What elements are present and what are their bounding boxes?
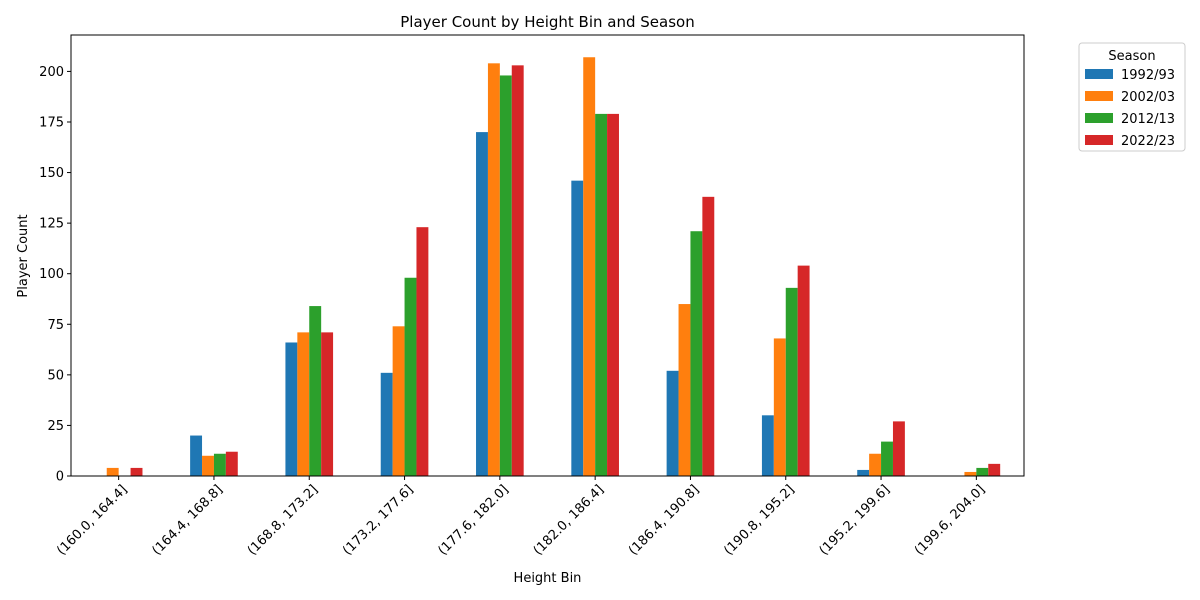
chart-title: Player Count by Height Bin and Season [400,13,694,31]
x-tick-label: (186.4, 190.8] [626,482,702,558]
bar-1992-93-4 [476,132,488,476]
bar-2002-03-8 [869,453,882,476]
bars-group [106,57,1001,477]
bar-2002-03-5 [583,57,596,477]
bar-2012-13-6 [690,231,703,476]
bar-2012-13-7 [785,287,798,476]
y-tick-label: 0 [56,470,64,485]
bar-1992-93-3 [380,372,393,476]
x-tick-label: (160.0, 164.4] [54,482,130,558]
bar-2022-23-1 [225,451,238,476]
y-tick-label: 50 [47,368,64,383]
legend-entry: 1992/93 [1121,68,1175,83]
y-tick-label: 100 [39,267,64,282]
bar-1992-93-6 [666,370,679,476]
x-tick-label: (199.6, 204.0] [912,482,988,558]
legend-entry: 2012/13 [1121,112,1175,127]
bar-2022-23-0 [130,467,143,476]
legend-swatch [1085,69,1113,79]
bar-2022-23-8 [892,421,905,476]
bar-2012-13-9 [976,467,989,476]
bar-1992-93-8 [857,469,870,476]
y-tick-label: 125 [39,217,64,232]
y-axis: 0 25 50 75 100 125 150 175 200 [39,65,71,485]
bar-1992-93-2 [285,342,298,476]
legend-title: Season [1108,49,1155,64]
bar-2002-03-6 [678,304,691,476]
y-tick-label: 150 [39,166,64,181]
legend-swatch [1085,91,1113,101]
x-tick-label: (182.0, 186.4] [531,482,607,558]
bar-2002-03-3 [392,326,405,476]
bar-2002-03-4 [487,63,500,476]
bar-1992-93-7 [761,415,774,476]
legend-entry: 2002/03 [1121,90,1175,105]
bar-2012-13-3 [404,277,417,476]
bar-2022-23-9 [988,463,1001,476]
y-tick-label: 200 [39,65,64,80]
bar-2022-23-3 [416,227,429,476]
bar-2022-23-7 [797,265,810,476]
x-tick-label: (168.8, 173.2] [245,482,321,558]
x-tick-label: (195.2, 199.6] [817,482,893,558]
x-axis-label: Height Bin [514,571,582,586]
legend-swatch [1085,135,1113,145]
x-tick-label: (164.4, 168.8] [150,482,226,558]
bar-2022-23-6 [702,196,715,476]
x-tick-label: (173.2, 177.6] [340,482,416,558]
x-axis: (160.0, 164.4] (164.4, 168.8] (168.8, 173.… [54,476,988,558]
bar-2002-03-0 [106,467,119,476]
y-tick-label: 75 [47,318,64,333]
legend: Season 1992/93 2002/03 2012/13 2022/23 [1078,42,1186,152]
legend-swatch [1085,113,1113,123]
legend-entry: 2022/23 [1121,134,1175,149]
y-tick-label: 25 [47,419,64,434]
bar-2012-13-5 [595,113,608,476]
x-tick-label: (190.8, 195.2] [721,482,797,558]
bar-2012-13-4 [499,75,512,477]
bar-2022-23-5 [607,113,619,476]
bar-1992-93-1 [190,435,203,476]
bar-2022-23-4 [511,65,524,476]
y-tick-label: 175 [39,115,64,130]
bar-2012-13-1 [213,453,226,476]
bar-2002-03-9 [964,471,977,476]
bar-2022-23-2 [321,332,334,476]
bar-2002-03-1 [202,455,214,476]
bar-2002-03-7 [773,338,786,476]
bar-2012-13-8 [881,441,893,476]
bar-2012-13-2 [309,306,322,476]
bar-1992-93-5 [571,180,584,477]
y-axis-label: Player Count [16,214,31,297]
bar-2002-03-2 [297,332,310,476]
plot-frame [70,34,1025,477]
x-tick-label: (177.6, 182.0] [435,482,511,558]
